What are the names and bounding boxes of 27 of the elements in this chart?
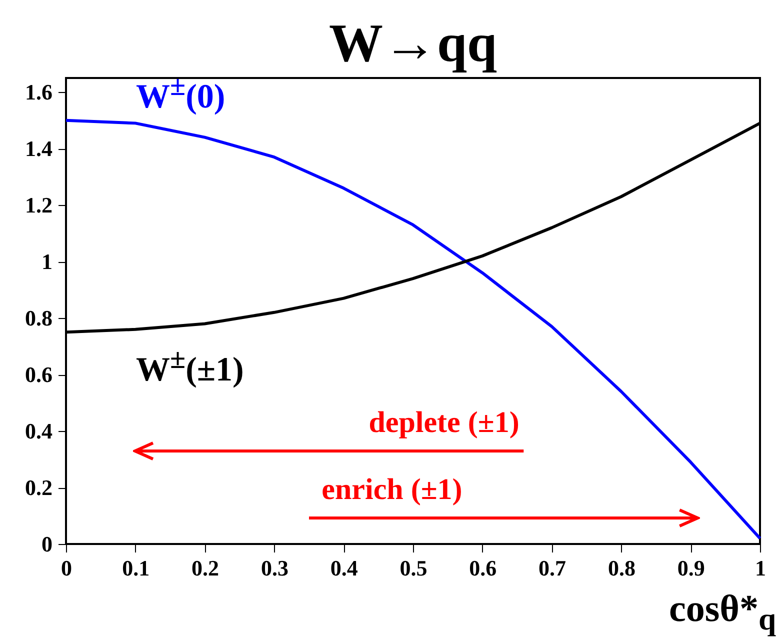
x-tick-label: 0.5: [400, 556, 428, 580]
line-series: [64, 118, 762, 540]
x-tick-label: 0.7: [538, 556, 566, 580]
x-tick-label: 1: [755, 556, 766, 580]
series-label: W$^{±}$(0): [136, 71, 226, 117]
x-tick-label: 0.8: [608, 556, 636, 580]
y-tick-label: 0: [42, 532, 52, 556]
x-tick-label: 0.6: [469, 556, 497, 580]
x-tick-label: 0.1: [122, 556, 150, 580]
x-tick-label: 0: [61, 556, 72, 580]
y-tick-label: 1: [42, 249, 52, 274]
y-tick-label: 1.4: [25, 136, 52, 162]
y-tick-label: 1.2: [25, 192, 52, 218]
y-tick-label: 0.8: [25, 306, 52, 331]
annotation: enrich (±1): [322, 473, 462, 508]
x-axis-title: cosθ*$_{q}$: [669, 587, 776, 638]
y-tick-label: 0.4: [25, 418, 52, 444]
y-tick-label: 0.2: [25, 475, 52, 500]
series-label: W$^{±}$(±1): [136, 344, 244, 390]
chart-title: W→qq: [328, 13, 498, 73]
x-tick-label: 0.9: [677, 556, 705, 580]
y-tick-label: 0.6: [25, 362, 52, 388]
x-tick-label: 0.2: [192, 556, 220, 580]
x-tick-label: 0.3: [260, 556, 288, 580]
x-tick-label: 0.4: [330, 556, 358, 580]
annotation: deplete (±1): [368, 406, 520, 440]
y-tick-label: 1.6: [25, 80, 52, 105]
